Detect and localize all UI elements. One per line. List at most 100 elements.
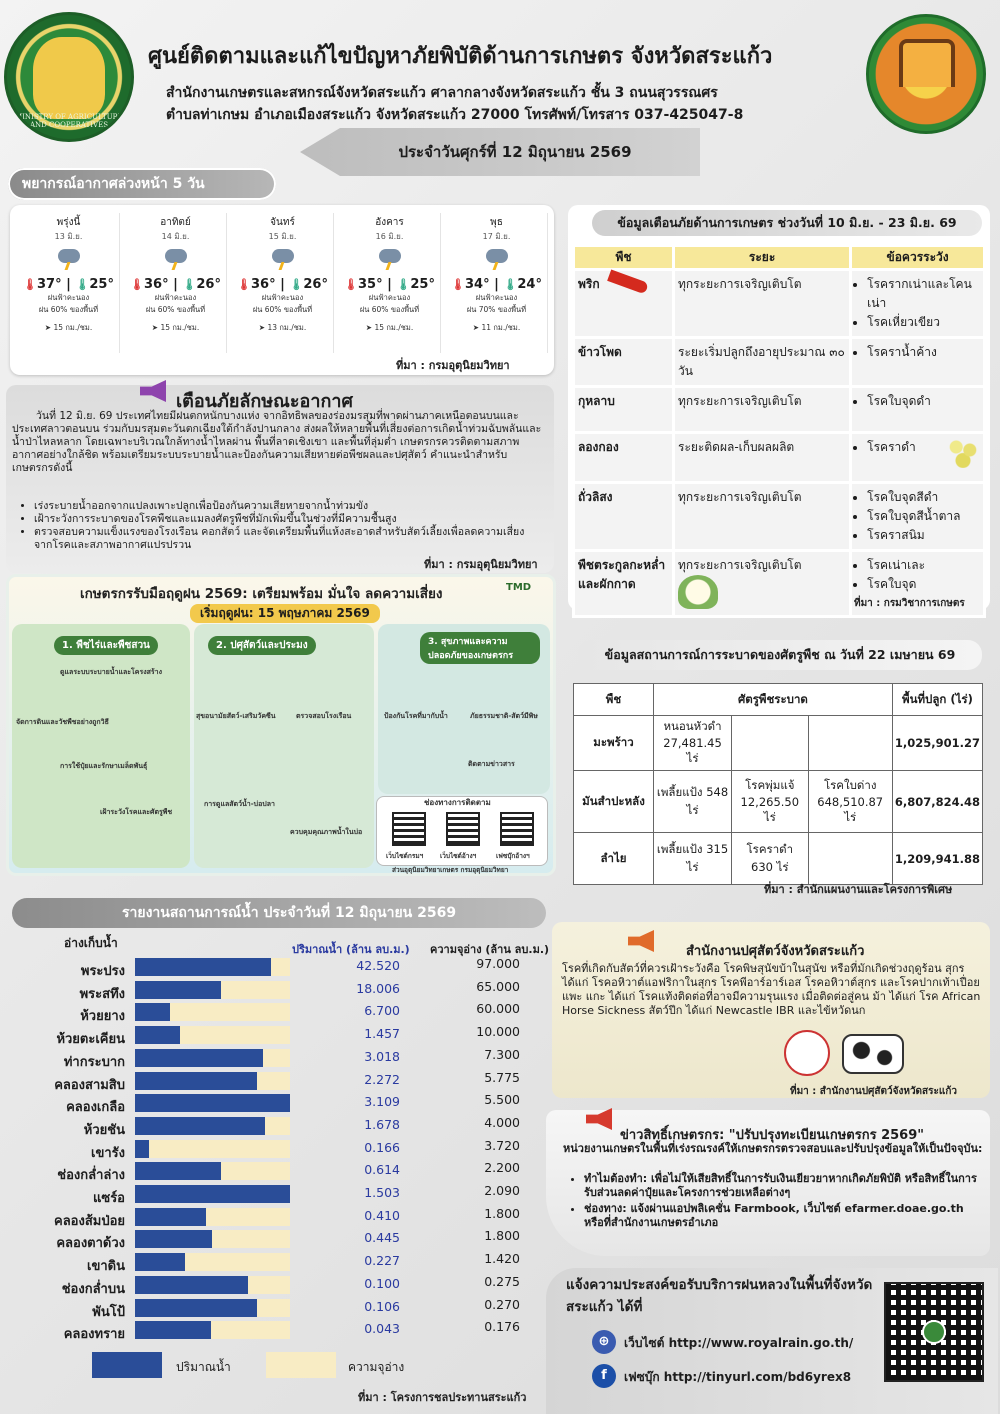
forecast-day-date: 13 มิ.ย. <box>54 232 83 241</box>
qr-code-icon[interactable] <box>500 812 534 846</box>
stage-label: ทุกระยะการเจริญเติบโต <box>678 490 802 504</box>
forecast-day-name: อาทิตย์ <box>160 217 191 228</box>
volume-bar <box>135 1321 211 1340</box>
reservoir-volume: 1.457 <box>364 1026 400 1042</box>
channel-label: เว็บไซต์อ้างฯ <box>440 852 477 860</box>
thunder-cloud-icon <box>271 249 294 263</box>
col-header: ระยะ <box>671 244 853 271</box>
forecast-condition: ฝนฟ้าคะนอง <box>261 293 304 302</box>
caution-item: โรคใบจุดสีน้ำตาล <box>867 507 980 526</box>
outbreak-pest <box>807 832 893 885</box>
reservoir-volume: 0.100 <box>364 1275 400 1291</box>
volume-bar <box>135 1026 181 1045</box>
qr-code-icon[interactable] <box>392 812 426 846</box>
thermometer-cold-icon: 🌡 <box>289 278 304 291</box>
reservoir-name: ช่องกล่ำบน <box>61 1281 125 1297</box>
volume-bar <box>135 1230 212 1249</box>
crop-name: พริก <box>572 268 675 339</box>
reservoir-volume: 1.503 <box>364 1185 400 1200</box>
thermometer-hot-icon: 🌡 <box>237 278 251 291</box>
channel-label: เว็บไซต์กรมฯ <box>386 852 424 860</box>
report-date: ประจำวันศุกร์ที่ 12 มิถุนายน 2569 <box>300 128 700 176</box>
ministry-logo-text: MINISTRY OF AGRICULTURE AND COOPERATIVES <box>15 113 123 129</box>
warning-advice-list: เร่งระบายน้ำออกจากแปลงเพาะปลูกเพื่อป้องก… <box>18 500 538 552</box>
crop-panel <box>12 624 190 868</box>
forecast-day: พุธ 17 มิ.ย. 🌡34° | 🌡24° ฝนฟ้าคะนอง ฝน 7… <box>446 213 548 353</box>
crop-label: ข้าวโพด <box>578 345 622 359</box>
capacity-bar <box>135 1253 290 1272</box>
outbreak-crop: มะพร้าว <box>573 715 654 771</box>
volume-bar <box>135 1048 264 1067</box>
wind-arrow-icon: ➤ <box>151 323 159 332</box>
caution-item: โรคราดำ <box>867 438 980 457</box>
forecast-day: พรุ่งนี้ 13 มิ.ย. 🌡37° | 🌡25° ฝนฟ้าคะนอง… <box>18 213 120 353</box>
weather-forecast-panel: พรุ่งนี้ 13 มิ.ย. 🌡37° | 🌡25° ฝนฟ้าคะนอง… <box>10 205 554 375</box>
reservoir-capacity: 0.176 <box>484 1319 520 1335</box>
livestock-notice-panel <box>552 922 990 1098</box>
caution-item: โรคใบจุดดำ <box>867 392 980 411</box>
forecast-day-date: 15 มิ.ย. <box>268 232 297 241</box>
forecast-day-name: จันทร์ <box>270 217 295 228</box>
crop-cautions: โรคราน้ำค้าง <box>849 336 986 388</box>
livestock-body: โรคที่เกิดกับสัตว์ที่ควรเฝ้าระวังคือ โรค… <box>562 962 981 1017</box>
warning-advice-item: เฝ้าระวังการระบาดของโรคพืชและแมลงศัตรูพื… <box>34 513 538 526</box>
channels-title: ช่องทางการติดตาม <box>424 798 491 807</box>
capacity-bar <box>135 1321 290 1340</box>
safety-tip: ป้องกันโรคที่มากับน้ำ <box>384 712 448 720</box>
caution-item: โรคใบจุดสีดำ <box>867 488 980 507</box>
crop-stage: ระยะเริ่มปลูกถึงอายุประมาณ ๓๐ วัน <box>671 336 853 388</box>
address-line-1: สำนักงานเกษตรและสหกรณ์จังหวัดสระแก้ว ศาล… <box>166 85 718 101</box>
thunder-cloud-icon <box>378 249 401 263</box>
qr-code-icon[interactable] <box>446 812 480 846</box>
legend-volume-swatch <box>92 1352 162 1378</box>
ministry-logo: MINISTRY OF AGRICULTURE AND COOPERATIVES <box>4 12 134 142</box>
crop-tip: จัดการดินและวัชพืชอย่างถูกวิธี <box>16 718 109 726</box>
thunder-cloud-icon <box>485 249 508 263</box>
outbreak-pest: หนอนหัวดำ 27,481.45 ไร่ <box>652 715 733 771</box>
forecast-day: จันทร์ 15 มิ.ย. 🌡36° | 🌡26° ฝนฟ้าคะนอง ฝ… <box>232 213 334 353</box>
crop-label: ลองกอง <box>578 440 619 454</box>
outbreak-pest <box>731 715 809 771</box>
reservoir-volume: 0.445 <box>364 1230 400 1246</box>
reservoir-capacity: 4.000 <box>484 1114 520 1130</box>
royal-rain-qr-code[interactable] <box>884 1282 984 1382</box>
reservoir-volume: 6.700 <box>364 1003 400 1019</box>
reservoir-capacity: 0.270 <box>484 1296 520 1312</box>
forecast-rain: ฝน 60% ของพื้นที่ <box>145 305 206 314</box>
safety-tip: ภัยธรรมชาติ-สัตว์มีพิษ <box>470 712 538 720</box>
outbreak-pest: โรคใบด่าง 648,510.87 ไร่ <box>807 770 893 833</box>
royal-rain-facebook-link[interactable]: เฟซบุ๊ก http://tinyurl.com/bd6yrex8 <box>624 1370 852 1384</box>
livestock-panel-title: 2. ปศุสัตว์และประมง <box>208 636 316 655</box>
capacity-bar <box>135 1139 290 1158</box>
stage-label: ทุกระยะการเจริญเติบโต <box>678 558 802 572</box>
channel-label: เฟซบุ๊กอ้างฯ <box>496 852 530 860</box>
water-report-title: รายงานสถานการณ์น้ำ ประจำวันที่ 12 มิถุนา… <box>12 898 546 928</box>
high-temp: 35° <box>358 277 383 292</box>
reservoir-name: ห้วยชัน <box>83 1122 125 1138</box>
capacity-bar <box>135 1275 290 1294</box>
crop-tip: การใช้ปุ๋ยและรักษาเมล็ดพันธุ์ <box>60 762 148 770</box>
cow-icon <box>842 1034 904 1074</box>
stage-label: ระยะเริ่มปลูกถึงอายุประมาณ ๓๐ วัน <box>678 345 845 378</box>
low-temp: 24° <box>517 277 542 292</box>
outbreak-area: 1,025,901.27 <box>891 715 984 771</box>
water-source: ที่มา : โครงการชลประทานสระแก้ว <box>358 1391 527 1404</box>
crop-name: พืชตระกูลกะหล่ำและผักกาด <box>572 549 675 618</box>
outbreak-title: ข้อมูลสถานการณ์การระบาดของศัตรูพืช ณ วัน… <box>578 640 982 670</box>
reservoir-capacity: 97.000 <box>476 956 520 971</box>
wind-arrow-icon: ➤ <box>44 323 52 332</box>
forecast-condition: ฝนฟ้าคะนอง <box>154 293 197 302</box>
warning-advice-item: เร่งระบายน้ำออกจากแปลงเพาะปลูกเพื่อป้องก… <box>34 500 538 513</box>
capacity-col-header: ความจุอ่าง (ล้าน ลบ.ม.) <box>430 943 550 956</box>
warning-title: เตือนภัยลักษณะอากาศ <box>176 391 353 412</box>
forecast-day-date: 14 มิ.ย. <box>161 232 190 241</box>
volume-bar <box>135 1071 257 1090</box>
thunder-cloud-icon <box>164 249 187 263</box>
capacity-bar <box>135 1048 290 1067</box>
royal-rain-website-link[interactable]: เว็บไซต์ http://www.royalrain.go.th/ <box>624 1336 854 1350</box>
outbreak-table: พืช ศัตรูพืชระบาด พื้นที่ปลูก (ไร่) มะพร… <box>573 683 984 885</box>
reservoir-capacity: 2.090 <box>484 1183 520 1198</box>
crop-label: พืชตระกูลกะหล่ำและผักกาด <box>578 558 666 591</box>
safety-panel-title: 3. สุขภาพและความปลอดภัยของเกษตรกร <box>420 632 540 664</box>
volume-bar <box>135 958 271 976</box>
